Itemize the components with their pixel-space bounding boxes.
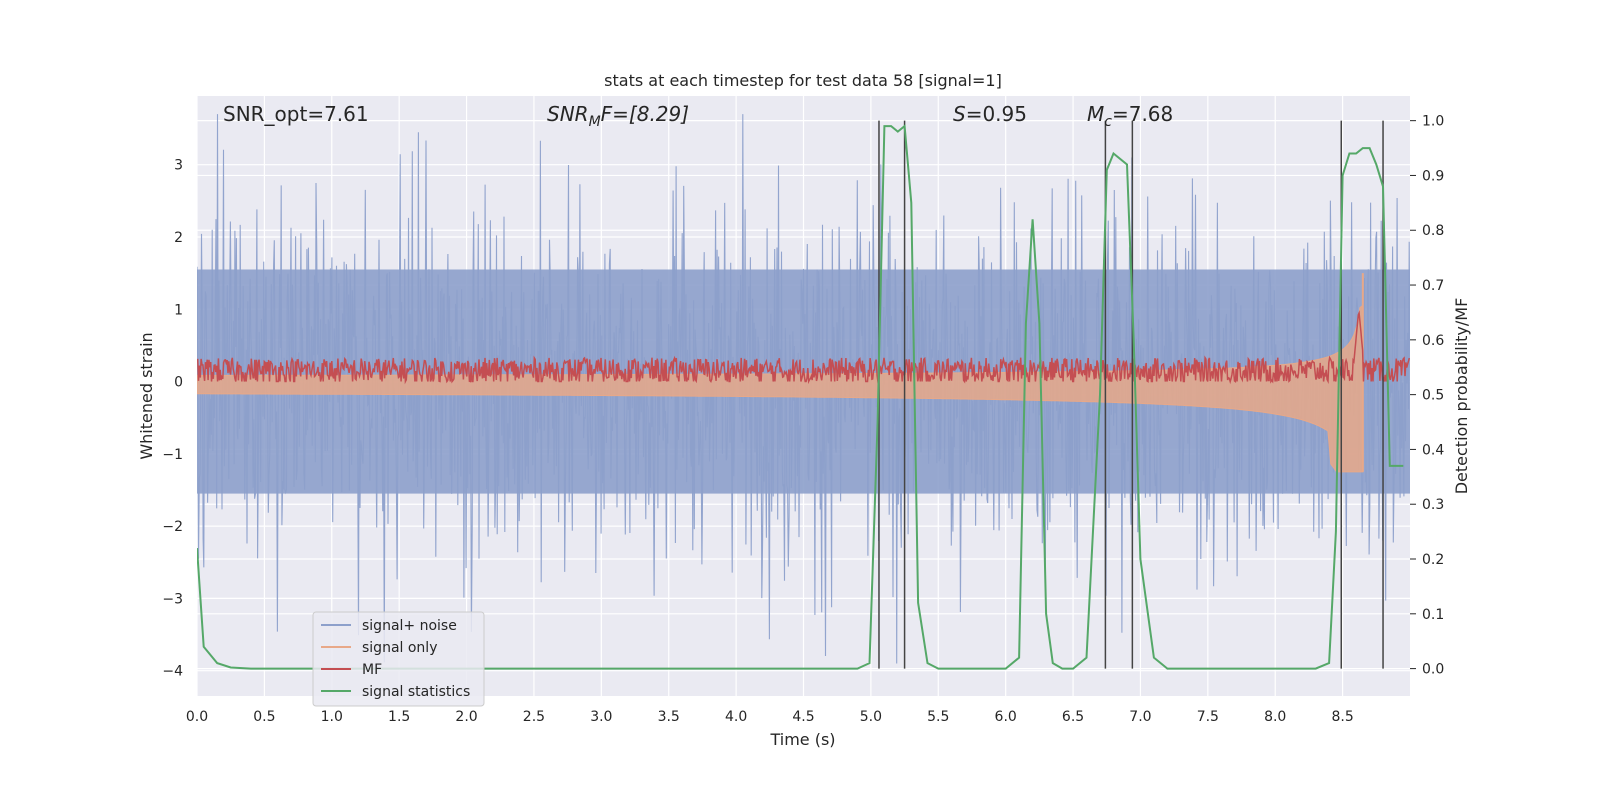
y-left-tick-label: −3 — [162, 591, 183, 607]
y-axis-right-label: Detection probability/MF — [1452, 298, 1471, 495]
y-right-tick-label: 0.6 — [1422, 333, 1444, 349]
x-tick-label: 1.5 — [388, 709, 410, 725]
x-tick-label: 6.5 — [1062, 709, 1084, 725]
y-right-tick-label: 0.5 — [1422, 388, 1444, 404]
annotation-snr-mf: SNRMF=[8.29] — [547, 102, 689, 130]
y-axis-left-ticks: 3 2 1 0 −1 −2 −3 −4 — [162, 158, 183, 680]
series-signal-statistics — [197, 124, 1404, 670]
x-tick-label: 4.5 — [792, 709, 814, 725]
x-tick-label: 3.5 — [658, 709, 680, 725]
y-left-tick-label: −4 — [162, 664, 183, 680]
y-right-tick-label: 0.3 — [1422, 497, 1444, 513]
annotation-mc-main: M — [1087, 102, 1104, 126]
x-tick-label: 6.0 — [995, 709, 1017, 725]
legend: signal+ noise signal only MF signal statist… — [312, 611, 485, 707]
series-mf — [197, 310, 1410, 385]
x-tick-label: 7.0 — [1129, 709, 1151, 725]
legend-label: signal statistics — [362, 684, 470, 700]
y-axis-right-ticks: 1.0 0.9 0.8 0.7 0.6 0.5 0.4 0.3 0.2 0.1 0.0 — [1410, 114, 1444, 678]
y-right-tick-label: 0.4 — [1422, 442, 1444, 458]
y-left-tick-label: 1 — [174, 302, 183, 318]
y-right-tick-label: 0.0 — [1422, 662, 1444, 678]
annotation-snr-mf-sub: M — [589, 114, 601, 130]
annotation-mc: Mc=7.68 — [1087, 102, 1173, 130]
x-tick-label: 0.5 — [253, 709, 275, 725]
annotation-mc-sub: c — [1104, 114, 1112, 130]
annotation-mc-rest: =7.68 — [1112, 102, 1173, 126]
x-tick-label: 1.0 — [321, 709, 343, 725]
x-tick-label: 2.5 — [523, 709, 545, 725]
y-right-tick-label: 1.0 — [1422, 114, 1444, 130]
x-tick-label: 3.0 — [590, 709, 612, 725]
x-tick-label: 5.5 — [927, 709, 949, 725]
legend-label: signal+ noise — [362, 618, 457, 634]
y-left-tick-label: −1 — [162, 447, 183, 463]
y-left-tick-label: 0 — [174, 375, 183, 391]
y-left-tick-label: 3 — [174, 158, 183, 174]
x-tick-label: 4.0 — [725, 709, 747, 725]
legend-label: signal only — [362, 640, 437, 656]
x-axis-label: Time (s) — [769, 730, 835, 749]
y-right-tick-label: 0.7 — [1422, 278, 1444, 294]
x-tick-label: 0.0 — [186, 709, 208, 725]
y-left-tick-label: −2 — [162, 519, 183, 535]
y-right-tick-label: 0.9 — [1422, 168, 1444, 184]
annotation-s: S=0.95 — [953, 102, 1027, 126]
annotation-snr-mf-rest: F=[8.29] — [601, 102, 689, 126]
annotation-snr-mf-main: SNR — [547, 102, 589, 126]
mf-line — [197, 310, 1410, 385]
annotation-s-rest: =0.95 — [966, 102, 1027, 126]
legend-box — [312, 611, 485, 707]
x-tick-label: 8.0 — [1264, 709, 1286, 725]
y-axis-left-label: Whitened strain — [137, 332, 156, 459]
annotation-s-main: S — [953, 102, 966, 126]
legend-label: MF — [362, 662, 382, 678]
chart-title: stats at each timestep for test data 58 … — [604, 71, 1002, 90]
y-right-tick-label: 0.1 — [1422, 607, 1444, 623]
x-tick-label: 5.0 — [860, 709, 882, 725]
x-tick-label: 2.0 — [455, 709, 477, 725]
y-right-tick-label: 0.8 — [1422, 223, 1444, 239]
annotation-snr-opt: SNR_opt=7.61 — [223, 102, 369, 126]
x-axis-ticks: 0.0 0.5 1.0 1.5 2.0 2.5 3.0 3.5 4.0 4.5 5.0 5.5 6.0 6… — [186, 709, 1354, 725]
x-tick-label: 7.5 — [1197, 709, 1219, 725]
y-right-tick-label: 0.2 — [1422, 552, 1444, 568]
signal-statistics-line — [197, 124, 1404, 670]
x-tick-label: 8.5 — [1331, 709, 1353, 725]
y-left-tick-label: 2 — [174, 230, 183, 246]
